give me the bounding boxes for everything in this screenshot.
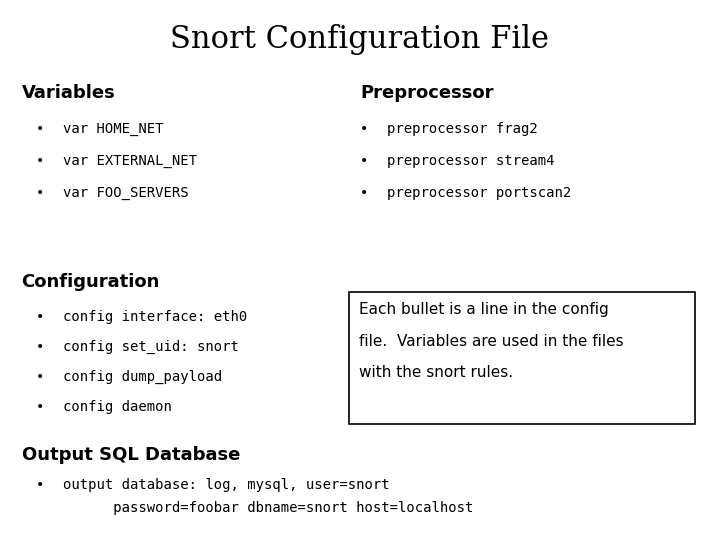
Text: •: • — [360, 154, 368, 168]
Text: output database: log, mysql, user=snort: output database: log, mysql, user=snort — [63, 478, 390, 492]
FancyBboxPatch shape — [349, 292, 695, 424]
Text: Each bullet is a line in the config: Each bullet is a line in the config — [359, 302, 608, 318]
Text: Output SQL Database: Output SQL Database — [22, 446, 240, 463]
Text: file.  Variables are used in the files: file. Variables are used in the files — [359, 334, 624, 349]
Text: preprocessor portscan2: preprocessor portscan2 — [387, 186, 571, 200]
Text: •: • — [36, 186, 44, 200]
Text: var HOME_NET: var HOME_NET — [63, 122, 163, 136]
Text: •: • — [36, 340, 44, 354]
Text: password=foobar dbname=snort host=localhost: password=foobar dbname=snort host=localh… — [63, 501, 473, 515]
Text: •: • — [36, 122, 44, 136]
Text: •: • — [360, 186, 368, 200]
Text: •: • — [36, 478, 44, 492]
Text: config daemon: config daemon — [63, 400, 171, 414]
Text: config set_uid: snort: config set_uid: snort — [63, 340, 238, 354]
Text: Preprocessor: Preprocessor — [360, 84, 493, 102]
Text: config interface: eth0: config interface: eth0 — [63, 310, 247, 325]
Text: •: • — [36, 370, 44, 384]
Text: •: • — [36, 154, 44, 168]
Text: •: • — [36, 400, 44, 414]
Text: Configuration: Configuration — [22, 273, 160, 291]
Text: preprocessor stream4: preprocessor stream4 — [387, 154, 554, 168]
Text: with the snort rules.: with the snort rules. — [359, 365, 513, 380]
Text: config dump_payload: config dump_payload — [63, 370, 222, 384]
Text: Snort Configuration File: Snort Configuration File — [171, 24, 549, 55]
Text: var FOO_SERVERS: var FOO_SERVERS — [63, 186, 188, 200]
Text: Variables: Variables — [22, 84, 115, 102]
Text: •: • — [36, 310, 44, 325]
Text: var EXTERNAL_NET: var EXTERNAL_NET — [63, 154, 197, 168]
Text: preprocessor frag2: preprocessor frag2 — [387, 122, 537, 136]
Text: •: • — [360, 122, 368, 136]
